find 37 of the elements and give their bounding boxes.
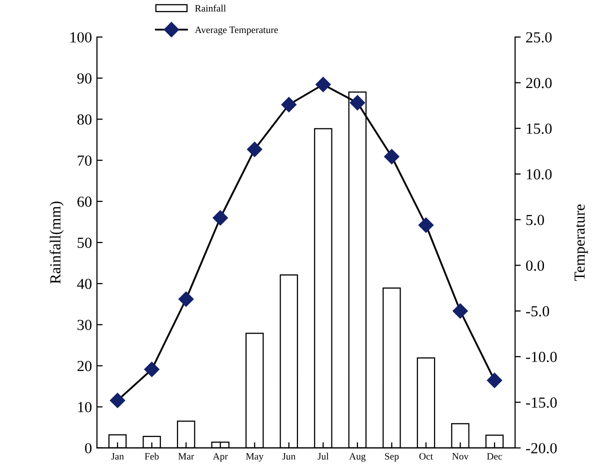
y2-tick-label: 0.0	[526, 260, 544, 271]
x-tick-label: Sep	[385, 453, 399, 462]
y2-tick-label: -15.0	[526, 397, 557, 408]
x-tick-label: May	[246, 453, 264, 462]
y-tick-label: 0	[85, 443, 92, 454]
y2-tick-label: -10.0	[526, 352, 557, 362]
y2-tick-label: 5.0	[526, 214, 544, 226]
x-tick-label: Feb	[144, 452, 159, 460]
legend-label: Average Temperature	[194, 26, 278, 36]
x-tick-label: Mar	[178, 453, 194, 460]
x-tick-label: Apr	[212, 453, 228, 462]
y-tick-label: 10	[78, 402, 92, 412]
y2-tick-label: -5.0	[526, 306, 550, 316]
x-tick-label: Aug	[349, 453, 366, 462]
y2-tick-label: -20.0	[526, 443, 557, 454]
x-tick-label: Jul	[318, 452, 329, 460]
x-tick-label: Nov	[452, 453, 469, 460]
y-tick-label: 40	[77, 278, 92, 290]
y-tick-label: 80	[77, 114, 92, 125]
x-tick-label: Oct	[419, 453, 433, 460]
y-tick-label: 50	[78, 238, 92, 248]
y2-tick-label: 25.0	[526, 32, 552, 43]
y-tick-label: 30	[78, 320, 92, 330]
y2-tick-label: 20.0	[526, 78, 552, 88]
x-tick-label: Jun	[282, 453, 296, 460]
y-tick-label: 20	[77, 360, 92, 372]
y2-tick-label: 10.0	[526, 169, 552, 180]
y-tick-label: 70	[78, 155, 92, 166]
y-tick-label: 90	[77, 73, 92, 84]
y2-tick-label: 15.0	[526, 123, 552, 134]
x-tick-label: Jan	[111, 453, 124, 460]
y-axis-title: Rainfall(mm)	[50, 202, 64, 284]
y-tick-label: 100	[70, 32, 92, 42]
y-tick-label: 60	[77, 196, 92, 207]
legend-label: Rainfall	[195, 4, 226, 12]
y2-axis-title: Temperature	[574, 204, 588, 281]
x-tick-label: Dec	[486, 453, 502, 460]
